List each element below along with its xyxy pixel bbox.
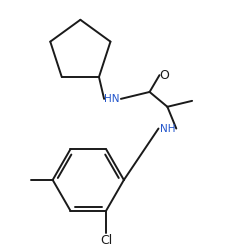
Text: HN: HN (104, 94, 119, 104)
Text: Cl: Cl (99, 234, 112, 247)
Text: O: O (159, 69, 169, 82)
Text: NH: NH (159, 124, 174, 133)
